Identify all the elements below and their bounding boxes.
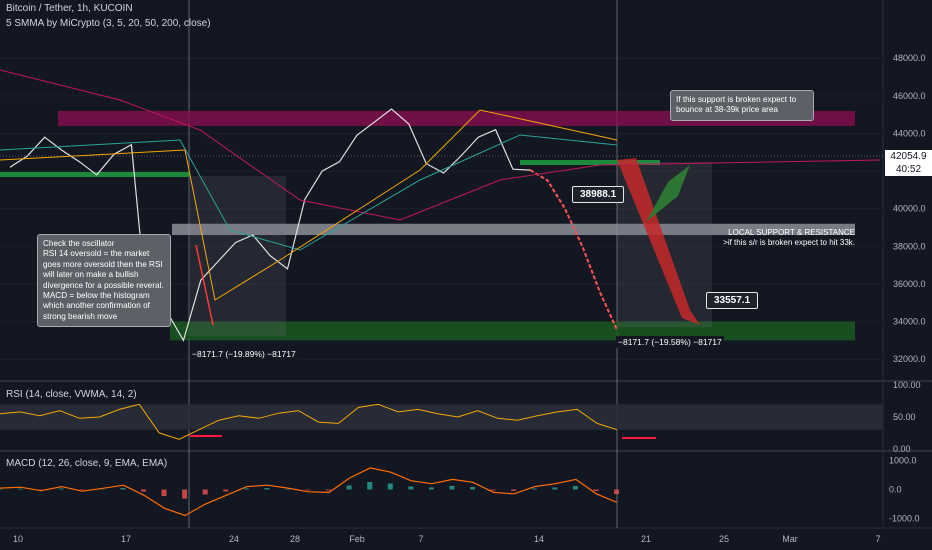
last-price-tag: 42054.9 40:52	[885, 150, 932, 176]
bullish-arrow	[646, 165, 690, 222]
price-tick-label: 34000.0	[893, 317, 926, 327]
macd-histogram-bar	[614, 489, 619, 495]
macd-histogram-bar	[531, 488, 537, 490]
support-line-left	[0, 172, 190, 177]
local-sr-note: LOCAL SUPPORT & RESISTANCE >if this s/r …	[723, 228, 855, 247]
zone-2	[170, 321, 855, 341]
sma-line-0	[0, 69, 881, 221]
macd-histogram-bar	[408, 486, 414, 490]
macd-histogram-bar	[223, 489, 229, 492]
zone-1	[172, 223, 855, 236]
time-tick-label: 24	[229, 534, 239, 544]
macd-histogram-bar	[17, 488, 23, 490]
chart-title: Bitcoin / Tether, 1h, KUCOIN	[6, 3, 133, 14]
sma-line-2	[0, 109, 618, 301]
macd-histogram-bar	[58, 488, 64, 490]
macd-histogram-bar	[367, 481, 373, 490]
macd-histogram-bar	[572, 485, 578, 490]
time-tick-label: 25	[719, 534, 729, 544]
support-line-right	[520, 160, 660, 165]
price-tick-label: 32000.0	[893, 354, 926, 364]
bearish-arrow	[617, 158, 700, 325]
macd-title: MACD (12, 26, close, 9, EMA, EMA)	[6, 458, 168, 469]
rsi-title: RSI (14, close, VWMA, 14, 2)	[6, 389, 137, 400]
level-label-33557[interactable]: 33557.1	[706, 292, 759, 309]
rsi-band	[0, 404, 883, 430]
time-tick-label: 17	[121, 534, 131, 544]
level-label-38988[interactable]: 38988.1	[572, 186, 625, 203]
time-tick-label: 7	[418, 534, 423, 544]
price-tick-label: 36000.0	[893, 279, 926, 289]
rsi-series	[0, 403, 618, 440]
macd-histogram-bar	[346, 485, 352, 490]
sma-line-1	[0, 134, 618, 251]
macd-histogram-bar	[490, 489, 496, 491]
time-tick-label: 7	[875, 534, 880, 544]
time-tick-label: 21	[641, 534, 651, 544]
zone-0	[58, 110, 855, 126]
projection-path	[529, 169, 618, 331]
macd-histogram-bar	[140, 489, 146, 492]
macd-histogram-bar	[182, 489, 188, 499]
macd-histogram-bar	[305, 489, 311, 491]
macd-tick-label: 1000.0	[889, 456, 917, 466]
last-price-value: 42054.9	[890, 151, 927, 162]
bar-countdown: 40:52	[895, 164, 922, 175]
price-tick-label: 44000.0	[893, 128, 926, 138]
rsi-tick-label: 100.00	[893, 380, 921, 390]
trend-line-red	[195, 244, 214, 326]
measure-box-left	[190, 176, 286, 336]
measure-left: −8171.7 (−19.89%) −81717	[190, 348, 298, 360]
support-callout[interactable]: If this support is broken expect to boun…	[670, 90, 814, 121]
rsi-tick-label: 0.00	[893, 444, 911, 454]
price-series	[9, 108, 531, 342]
macd-histogram-bar	[79, 489, 85, 491]
price-tick-label: 40000.0	[893, 204, 926, 214]
macd-histogram-bar	[326, 489, 332, 491]
macd-histogram-bar	[552, 487, 558, 490]
macd-histogram-bar	[449, 485, 455, 490]
macd-series	[0, 467, 618, 517]
macd-tick-label: -1000.0	[889, 513, 920, 523]
macd-histogram-bar	[284, 488, 290, 490]
measure-right: −8171.7 (−19.58%) −81717	[616, 336, 724, 348]
macd-histogram-bar	[387, 483, 393, 490]
macd-histogram-bar	[428, 487, 434, 490]
time-tick-label: Mar	[782, 534, 798, 544]
macd-histogram-bar	[243, 488, 249, 490]
macd-tick-label: 0.0	[889, 485, 902, 495]
macd-histogram-bar	[593, 489, 599, 492]
price-tick-label: 38000.0	[893, 241, 926, 251]
time-tick-label: 10	[13, 534, 23, 544]
time-tick-label: 28	[290, 534, 300, 544]
macd-histogram-bar	[120, 487, 126, 490]
time-tick-label: 14	[534, 534, 544, 544]
macd-histogram-bar	[470, 486, 476, 490]
indicator-title: 5 SMMA by MiCrypto (3, 5, 20, 50, 200, c…	[6, 18, 211, 29]
price-tick-label: 46000.0	[893, 91, 926, 101]
macd-histogram-bar	[161, 489, 167, 497]
macd-histogram-bar	[511, 489, 517, 492]
oscillator-callout[interactable]: Check the oscillator RSI 14 oversold = t…	[37, 234, 171, 328]
time-tick-label: Feb	[349, 534, 365, 544]
price-tick-label: 48000.0	[893, 53, 926, 63]
macd-histogram-bar	[202, 489, 208, 495]
macd-histogram-bar	[0, 488, 2, 490]
macd-histogram-bar	[264, 487, 270, 490]
rsi-tick-label: 50.00	[893, 412, 916, 422]
